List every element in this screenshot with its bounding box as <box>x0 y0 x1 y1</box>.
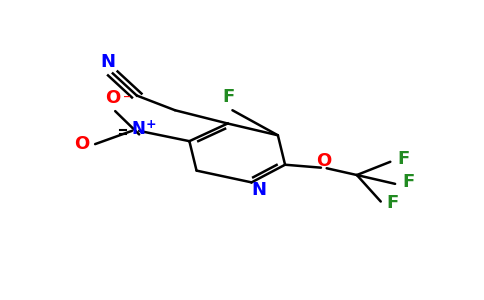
Text: N: N <box>131 120 145 138</box>
Text: N: N <box>101 53 116 71</box>
Text: ⁻: ⁻ <box>123 92 131 107</box>
Text: F: F <box>397 150 410 168</box>
Text: F: F <box>223 88 235 106</box>
Text: +: + <box>146 118 156 131</box>
Text: F: F <box>387 194 399 212</box>
Text: N: N <box>251 181 266 199</box>
Text: O: O <box>105 89 121 107</box>
Text: O: O <box>316 152 331 170</box>
Text: F: F <box>402 172 415 190</box>
Text: O: O <box>74 135 90 153</box>
